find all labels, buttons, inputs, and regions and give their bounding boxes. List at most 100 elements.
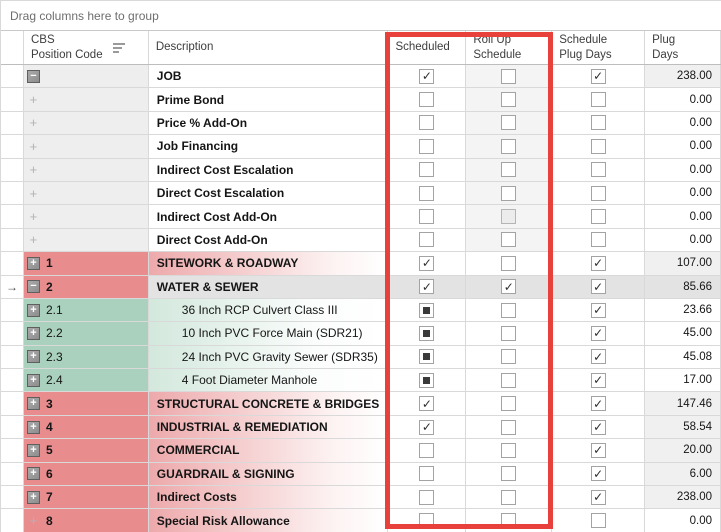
scheduled-cell[interactable]: [388, 415, 467, 440]
roll-up-schedule-cell[interactable]: [466, 345, 553, 370]
plug-days-cell[interactable]: 17.00: [645, 369, 721, 393]
schedule-plug-days-cell[interactable]: [552, 392, 646, 416]
cbs-position-code-cell[interactable]: + 2.2: [23, 322, 149, 346]
description-cell[interactable]: Price % Add-On: [148, 111, 389, 136]
description-cell[interactable]: 24 Inch PVC Gravity Sewer (SDR35): [148, 345, 389, 370]
schedule-plug-days-cell[interactable]: [552, 65, 646, 89]
schedule-plug-days-checkbox[interactable]: [590, 255, 606, 271]
scheduled-cell[interactable]: [388, 509, 467, 532]
schedule-plug-days-cell[interactable]: [552, 205, 646, 229]
scheduled-cell[interactable]: [388, 298, 467, 323]
cbs-position-code-cell[interactable]: + 2.4: [23, 369, 149, 393]
scheduled-checkbox[interactable]: [419, 302, 435, 318]
roll-up-schedule-cell[interactable]: [466, 65, 553, 89]
roll-up-schedule-checkbox[interactable]: [501, 92, 517, 108]
cbs-position-code-cell[interactable]: + 5: [23, 439, 149, 463]
scheduled-cell[interactable]: [388, 392, 467, 416]
scheduled-cell[interactable]: [388, 65, 467, 89]
scheduled-cell[interactable]: [388, 158, 467, 182]
schedule-plug-days-checkbox[interactable]: [590, 325, 606, 341]
schedule-plug-days-cell[interactable]: [552, 111, 646, 136]
description-cell[interactable]: Special Risk Allowance: [148, 509, 389, 532]
scheduled-checkbox[interactable]: [419, 232, 435, 248]
plug-days-cell[interactable]: 238.00: [645, 65, 721, 89]
scheduled-cell[interactable]: [388, 252, 467, 276]
expand-icon[interactable]: +: [26, 326, 40, 340]
description-cell[interactable]: GUARDRAIL & SIGNING: [148, 462, 389, 487]
header-cbs-position-code[interactable]: CBS Position Code: [24, 31, 149, 64]
scheduled-checkbox[interactable]: [419, 419, 435, 435]
schedule-plug-days-checkbox[interactable]: [590, 466, 606, 482]
cbs-position-code-cell[interactable]: + 7: [23, 486, 149, 510]
cbs-position-code-cell[interactable]: − 2: [23, 275, 149, 299]
roll-up-schedule-cell[interactable]: [466, 322, 553, 346]
roll-up-schedule-checkbox[interactable]: [501, 162, 517, 178]
roll-up-schedule-cell[interactable]: [466, 181, 553, 206]
scheduled-checkbox[interactable]: [419, 279, 435, 295]
header-schedule-plug-days[interactable]: Schedule Plug Days: [552, 31, 646, 64]
plug-days-cell[interactable]: 58.54: [645, 415, 721, 440]
scheduled-checkbox[interactable]: [419, 162, 435, 178]
roll-up-schedule-cell[interactable]: [466, 439, 553, 463]
roll-up-schedule-cell[interactable]: [466, 462, 553, 487]
scheduled-cell[interactable]: [388, 275, 467, 299]
description-cell[interactable]: SITEWORK & ROADWAY: [148, 252, 389, 276]
schedule-plug-days-cell[interactable]: [552, 252, 646, 276]
cbs-position-code-cell[interactable]: +: [23, 135, 149, 159]
scheduled-cell[interactable]: [388, 205, 467, 229]
roll-up-schedule-checkbox[interactable]: [501, 68, 517, 84]
roll-up-schedule-cell[interactable]: [466, 88, 553, 112]
scheduled-checkbox[interactable]: [419, 68, 435, 84]
scheduled-checkbox[interactable]: [419, 489, 435, 505]
cbs-position-code-cell[interactable]: + 6: [23, 462, 149, 487]
description-cell[interactable]: 36 Inch RCP Culvert Class III: [148, 298, 389, 323]
header-plug-days[interactable]: Plug Days: [645, 31, 721, 64]
scheduled-cell[interactable]: [388, 322, 467, 346]
schedule-plug-days-cell[interactable]: [552, 509, 646, 532]
header-scheduled[interactable]: Scheduled: [388, 31, 467, 64]
schedule-plug-days-cell[interactable]: [552, 345, 646, 370]
plug-days-cell[interactable]: 0.00: [645, 228, 721, 253]
roll-up-schedule-checkbox[interactable]: [501, 138, 517, 154]
schedule-plug-days-cell[interactable]: [552, 135, 646, 159]
schedule-plug-days-checkbox[interactable]: [590, 138, 606, 154]
cbs-position-code-cell[interactable]: + 1: [23, 252, 149, 276]
plug-days-cell[interactable]: 45.00: [645, 322, 721, 346]
schedule-plug-days-checkbox[interactable]: [590, 115, 606, 131]
header-roll-up-schedule[interactable]: Roll Up Schedule: [466, 31, 553, 64]
roll-up-schedule-cell[interactable]: [466, 509, 553, 532]
schedule-plug-days-checkbox[interactable]: [590, 68, 606, 84]
cbs-position-code-cell[interactable]: + 3: [23, 392, 149, 416]
roll-up-schedule-cell[interactable]: [466, 298, 553, 323]
schedule-plug-days-cell[interactable]: [552, 369, 646, 393]
plug-days-cell[interactable]: 0.00: [645, 135, 721, 159]
expand-icon[interactable]: +: [26, 373, 40, 387]
expand-icon[interactable]: +: [26, 397, 40, 411]
description-cell[interactable]: Job Financing: [148, 135, 389, 159]
plug-days-cell[interactable]: 20.00: [645, 439, 721, 463]
schedule-plug-days-checkbox[interactable]: [590, 489, 606, 505]
description-cell[interactable]: Indirect Cost Add-On: [148, 205, 389, 229]
expand-icon[interactable]: +: [26, 256, 40, 270]
scheduled-checkbox[interactable]: [419, 325, 435, 341]
plug-days-cell[interactable]: 0.00: [645, 88, 721, 112]
scheduled-cell[interactable]: [388, 228, 467, 253]
scheduled-cell[interactable]: [388, 439, 467, 463]
description-cell[interactable]: COMMERCIAL: [148, 439, 389, 463]
scheduled-cell[interactable]: [388, 345, 467, 370]
schedule-plug-days-cell[interactable]: [552, 298, 646, 323]
schedule-plug-days-checkbox[interactable]: [590, 513, 606, 529]
plug-days-cell[interactable]: 0.00: [645, 181, 721, 206]
schedule-plug-days-checkbox[interactable]: [590, 162, 606, 178]
roll-up-schedule-cell[interactable]: [466, 415, 553, 440]
scheduled-checkbox[interactable]: [419, 466, 435, 482]
schedule-plug-days-cell[interactable]: [552, 322, 646, 346]
scheduled-cell[interactable]: [388, 181, 467, 206]
roll-up-schedule-cell[interactable]: [466, 275, 553, 299]
schedule-plug-days-checkbox[interactable]: [590, 372, 606, 388]
roll-up-schedule-checkbox[interactable]: [501, 115, 517, 131]
schedule-plug-days-cell[interactable]: [552, 486, 646, 510]
roll-up-schedule-checkbox[interactable]: [501, 396, 517, 412]
schedule-plug-days-checkbox[interactable]: [590, 185, 606, 201]
description-cell[interactable]: Indirect Costs: [148, 486, 389, 510]
